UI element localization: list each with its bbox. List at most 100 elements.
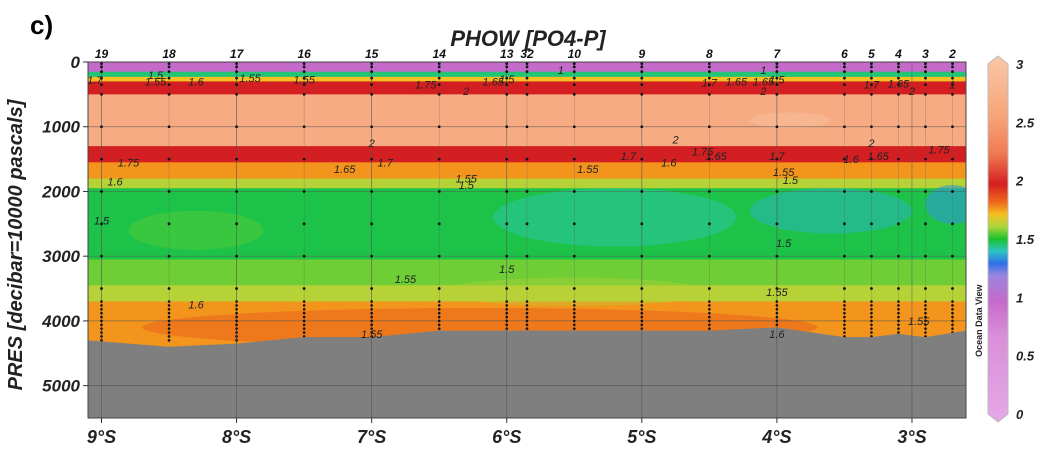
sample-point: [897, 315, 900, 319]
sample-point: [775, 65, 779, 69]
sample-point: [302, 222, 306, 226]
sample-point: [235, 125, 238, 129]
sample-point: [370, 311, 373, 315]
sample-point: [525, 65, 529, 69]
sample-point: [708, 304, 711, 307]
station-label: 13: [500, 47, 514, 61]
sample-point: [525, 315, 529, 319]
sample-point: [924, 311, 927, 315]
sample-point: [437, 323, 441, 327]
x-tick-label: 8°S: [222, 427, 251, 447]
sample-point: [708, 319, 711, 323]
sample-point: [167, 62, 171, 66]
sample-point: [505, 300, 509, 303]
sample-point: [870, 62, 873, 66]
sample-point: [924, 323, 927, 327]
contour-label: 1.65: [867, 151, 889, 163]
contour-label: 1.5: [459, 180, 475, 192]
sample-point: [572, 70, 576, 74]
station-label: 7: [774, 47, 782, 61]
sample-point: [370, 304, 373, 307]
sample-point: [370, 62, 374, 66]
sample-point: [370, 190, 374, 193]
sample-point: [775, 315, 779, 319]
contour-label: 1.5: [776, 238, 792, 250]
sample-point: [707, 157, 711, 161]
x-tick-label: 3°S: [897, 427, 926, 447]
sample-point: [437, 254, 441, 258]
sample-point: [870, 300, 873, 303]
contour-label: 1.5: [499, 74, 515, 86]
sample-point: [100, 311, 103, 315]
sample-point: [924, 92, 927, 96]
sample-point: [100, 70, 103, 74]
sample-point: [897, 254, 900, 258]
sample-point: [775, 307, 779, 311]
contour-label: 1.65: [726, 76, 748, 88]
station-label: 9: [638, 47, 645, 61]
colorbar-tick-label: 2.5: [1015, 115, 1035, 130]
sample-point: [707, 92, 711, 96]
sample-point: [525, 319, 529, 323]
sample-point: [951, 62, 954, 66]
sample-point: [640, 300, 644, 303]
sample-point: [640, 222, 644, 226]
sample-point: [640, 83, 644, 87]
sample-point: [525, 83, 529, 87]
sample-point: [235, 65, 238, 69]
sample-point: [100, 315, 103, 319]
sample-point: [870, 70, 873, 74]
sample-point: [843, 287, 846, 290]
sample-point: [640, 157, 644, 161]
contour-label: 1.5: [499, 264, 515, 276]
sample-point: [924, 319, 927, 323]
sample-point: [707, 222, 711, 226]
station-label: 18: [162, 47, 176, 61]
sample-point: [100, 300, 103, 303]
sample-point: [897, 157, 900, 161]
x-tick-label: 9°S: [87, 427, 116, 447]
sample-point: [924, 125, 927, 129]
sample-points: [100, 62, 954, 342]
station-label: 5: [868, 47, 875, 61]
sample-point: [370, 254, 374, 258]
sample-point: [843, 222, 846, 226]
sample-point: [167, 335, 171, 338]
colorbar-tick-label: 0: [1016, 407, 1024, 422]
sample-point: [100, 190, 103, 193]
sample-point: [775, 304, 779, 307]
sample-point: [100, 254, 103, 258]
sample-point: [302, 92, 306, 96]
sample-point: [525, 76, 529, 80]
sample-point: [505, 254, 509, 258]
sample-point: [707, 62, 711, 66]
sample-point: [951, 319, 954, 323]
sample-point: [505, 76, 509, 80]
sample-point: [924, 304, 927, 307]
sample-point: [924, 327, 927, 330]
sample-point: [235, 304, 238, 307]
sample-point: [437, 319, 441, 323]
sample-point: [924, 70, 927, 74]
contour-label: 1.5: [94, 216, 110, 228]
contour-label: 2: [462, 86, 469, 98]
contour-label: 1.5: [769, 74, 785, 86]
contour-label: 1.55: [145, 76, 167, 88]
sample-point: [951, 307, 954, 311]
sample-point: [505, 307, 509, 311]
sample-point: [951, 327, 954, 330]
sample-point: [951, 190, 954, 193]
contour-label: 1.75: [415, 80, 437, 92]
sample-point: [707, 287, 711, 290]
sample-point: [437, 304, 441, 307]
sample-point: [897, 190, 900, 193]
contour-label: 1.7: [378, 157, 394, 169]
sample-point: [370, 83, 374, 87]
station-labels: 19 18 17 16 15 14 13 32 10 9 8 7 6 5 4 3 2: [95, 47, 956, 61]
station-label: 10: [568, 47, 582, 61]
sample-point: [870, 287, 873, 290]
sample-point: [235, 307, 238, 311]
sample-point: [897, 300, 900, 303]
sample-point: [707, 254, 711, 258]
